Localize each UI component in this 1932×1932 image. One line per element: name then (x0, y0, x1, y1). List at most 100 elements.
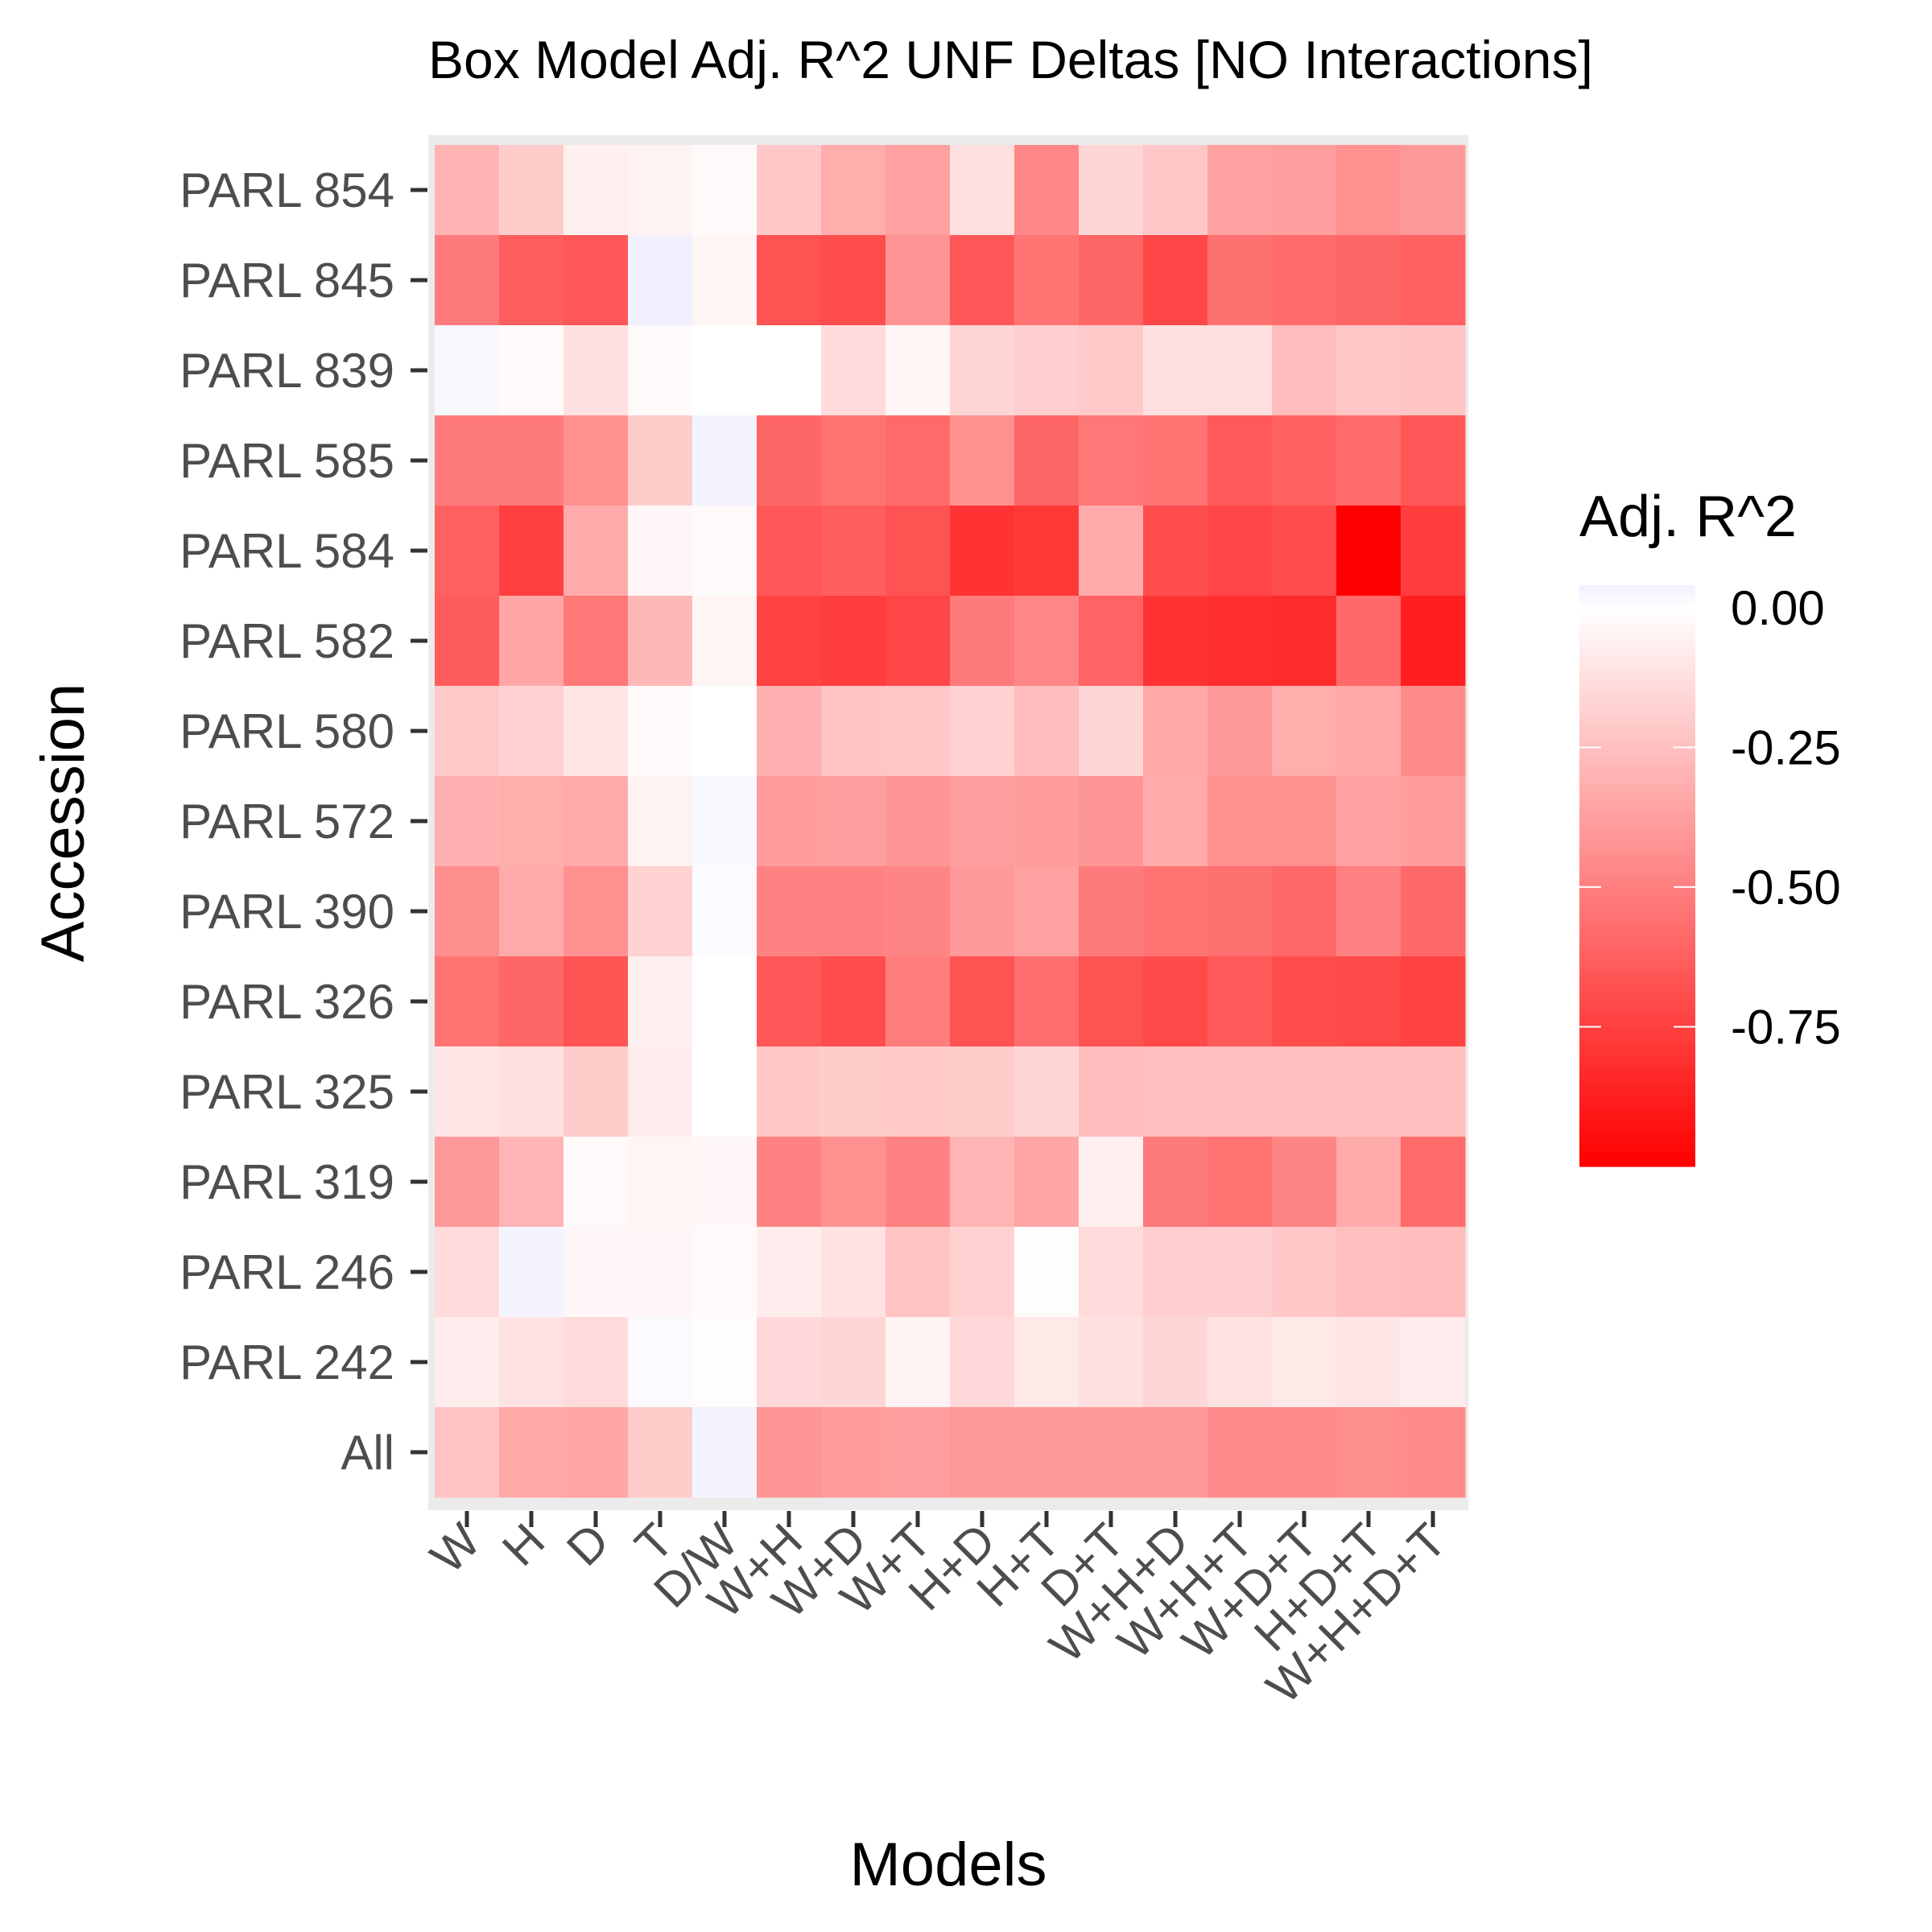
heatmap-cell (1143, 1407, 1208, 1498)
heatmap-cell (1014, 686, 1080, 777)
legend-gradient-step (1579, 783, 1695, 790)
y-axis: PARL 854 PARL 845 PARL 839 PARL 585 PARL 584… (180, 163, 427, 1480)
legend-gradient-step (1579, 1098, 1695, 1104)
heatmap-cell (1143, 866, 1208, 957)
heatmap-cell (1014, 506, 1080, 597)
heatmap-cell (757, 1407, 822, 1498)
heatmap-cell (1143, 325, 1208, 416)
y-tick-label: PARL 326 (180, 975, 394, 1029)
heatmap-cell (692, 506, 758, 597)
heatmap-cell (1208, 1227, 1273, 1318)
heatmap-cell (435, 1227, 500, 1318)
legend-gradient-step (1579, 672, 1695, 678)
legend-gradient-step (1579, 658, 1695, 663)
legend-break-label: -0.50 (1731, 861, 1841, 914)
legend-gradient-step (1579, 1137, 1695, 1143)
heatmap-cell (499, 1227, 564, 1318)
legend-gradient-step (1579, 1016, 1695, 1022)
heatmap-cell (1401, 1137, 1466, 1228)
heatmap-cell (821, 145, 886, 236)
heatmap-cell (1272, 1227, 1337, 1318)
y-tick-label: PARL 319 (180, 1155, 394, 1209)
heatmap-cell (435, 1046, 500, 1137)
legend-gradient-step (1579, 706, 1695, 712)
heatmap-cell (1014, 596, 1080, 687)
heatmap-cell (1079, 866, 1144, 957)
heatmap-cell (692, 235, 758, 326)
heatmap-cell (757, 1137, 822, 1228)
x-tick-label: W (420, 1513, 491, 1584)
heatmap-cell (1208, 596, 1273, 687)
legend-gradient-step (1579, 1006, 1695, 1013)
heatmap-cell (950, 145, 1015, 236)
heatmap-cell (950, 415, 1015, 506)
heatmap-cell (499, 956, 564, 1047)
heatmap-cell (950, 1137, 1015, 1228)
legend-gradient-step (1579, 745, 1695, 751)
heatmap-cell (1014, 1137, 1080, 1228)
heatmap-cell (1143, 506, 1208, 597)
legend-gradient-step (1579, 948, 1695, 954)
heatmap-cell (1079, 686, 1144, 777)
legend-gradient-step (1579, 624, 1695, 630)
y-tick-label: PARL 854 (180, 163, 394, 217)
heatmap-cell (757, 1046, 822, 1137)
heatmap-cell (1208, 145, 1273, 236)
legend-gradient-step (1579, 851, 1695, 857)
heatmap-cell (1401, 1407, 1466, 1498)
heatmap-cell (1272, 325, 1337, 416)
heatmap-cell (564, 145, 629, 236)
heatmap-cell (886, 776, 951, 867)
heatmap-cell (1272, 235, 1337, 326)
heatmap-cell (499, 325, 564, 416)
heatmap-cell (1208, 776, 1273, 867)
heatmap-cell (1014, 866, 1080, 957)
x-tick-label: H (492, 1513, 555, 1576)
legend-gradient-step (1579, 1141, 1695, 1148)
legend-gradient-step (1579, 778, 1695, 785)
heatmap-cell (757, 415, 822, 506)
heatmap-cell (950, 866, 1015, 957)
heatmap-cell (1079, 596, 1144, 687)
heatmap-cell (564, 686, 629, 777)
heatmap-cell (1208, 415, 1273, 506)
legend-gradient-step (1579, 590, 1695, 596)
legend-gradient-step (1579, 953, 1695, 959)
heatmap-cell (1336, 1046, 1402, 1137)
heatmap-cell (435, 325, 500, 416)
heatmap-cell (886, 506, 951, 597)
heatmap-cell (1336, 1317, 1402, 1408)
heatmap-cell (564, 596, 629, 687)
legend-gradient-step (1579, 793, 1695, 799)
legend-gradient-step (1579, 1074, 1695, 1080)
heatmap-cell (1272, 596, 1337, 687)
heatmap-cell (1014, 415, 1080, 506)
heatmap-cell (1208, 866, 1273, 957)
heatmap-cell (499, 506, 564, 597)
legend-gradient-step (1579, 759, 1695, 766)
y-tick-label: PARL 839 (180, 344, 394, 398)
heatmap-cell (886, 415, 951, 506)
heatmap-cell (1272, 1137, 1337, 1228)
heatmap-cell (1079, 1137, 1144, 1228)
heatmap-cell (757, 776, 822, 867)
legend-gradient-step (1579, 1113, 1695, 1119)
legend-gradient-step (1579, 1146, 1695, 1153)
heatmap-cell (757, 956, 822, 1047)
heatmap-cell (950, 1046, 1015, 1137)
heatmap-cell (886, 1227, 951, 1318)
heatmap-cell (1336, 956, 1402, 1047)
heatmap-cell (435, 1317, 500, 1408)
legend-gradient-step (1579, 1064, 1695, 1071)
heatmap-cell (1401, 1046, 1466, 1137)
legend-gradient-step (1579, 1084, 1695, 1090)
heatmap-cell (1401, 145, 1466, 236)
heatmap-cell (564, 506, 629, 597)
heatmap-cell (757, 506, 822, 597)
heatmap-cell (564, 866, 629, 957)
heatmap-cell (821, 235, 886, 326)
heatmap-cell (1143, 1227, 1208, 1318)
legend-gradient-step (1579, 841, 1695, 848)
legend-gradient-step (1579, 798, 1695, 804)
heatmap-cell (435, 596, 500, 687)
